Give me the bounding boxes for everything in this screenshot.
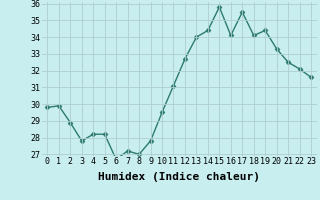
X-axis label: Humidex (Indice chaleur): Humidex (Indice chaleur) — [98, 172, 260, 182]
